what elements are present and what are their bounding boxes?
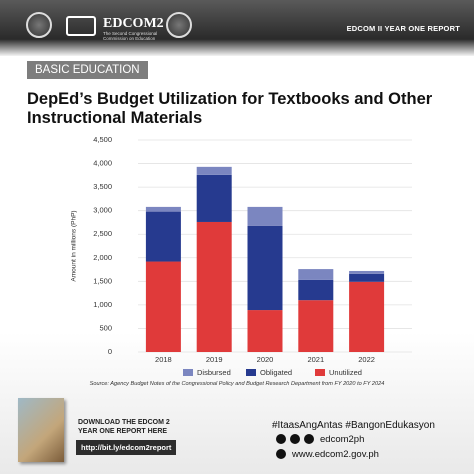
bar-segment bbox=[196, 221, 232, 352]
seal-logo bbox=[166, 12, 192, 38]
report-link[interactable]: http://bit.ly/edcom2report bbox=[76, 440, 177, 455]
bar-segment bbox=[145, 206, 181, 212]
y-tick-label: 1,500 bbox=[93, 276, 112, 285]
seal-logo bbox=[26, 12, 52, 38]
y-tick-label: 4,000 bbox=[93, 159, 112, 168]
book-logo bbox=[66, 16, 96, 36]
x-tick-label: 2018 bbox=[155, 355, 172, 364]
bar-segment bbox=[298, 300, 334, 352]
bar-segment bbox=[145, 211, 181, 262]
y-axis-label: Amount in millions (PhP) bbox=[71, 210, 78, 281]
section-tag: BASIC EDUCATION bbox=[27, 61, 148, 79]
bar-segment bbox=[145, 261, 181, 352]
web-icon[interactable] bbox=[276, 449, 286, 459]
bar-segment bbox=[349, 270, 385, 274]
instagram-icon[interactable] bbox=[290, 434, 300, 444]
download-text: DOWNLOAD THE EDCOM 2 YEAR ONE REPORT HER… bbox=[78, 419, 170, 435]
bar-segment bbox=[196, 174, 232, 222]
brand-subtitle: The Second Congressional Commission on E… bbox=[103, 31, 158, 41]
hashtags: #ItaasAngAntas #BangonEdukasyon bbox=[272, 420, 435, 431]
x-icon[interactable] bbox=[304, 434, 314, 444]
bar-segment bbox=[298, 269, 334, 280]
x-tick-label: 2019 bbox=[206, 355, 223, 364]
bar-segment bbox=[298, 279, 334, 301]
y-tick-label: 3,500 bbox=[93, 182, 112, 191]
website[interactable]: www.edcom2.gov.ph bbox=[292, 449, 379, 460]
y-tick-label: 4,500 bbox=[93, 135, 112, 144]
y-tick-label: 500 bbox=[99, 323, 112, 332]
legend-label: Unutilized bbox=[329, 368, 362, 377]
bar-segment bbox=[349, 281, 385, 352]
x-tick-label: 2020 bbox=[257, 355, 274, 364]
y-tick-label: 1,000 bbox=[93, 300, 112, 309]
y-tick-label: 3,000 bbox=[93, 206, 112, 215]
facebook-icon[interactable] bbox=[276, 434, 286, 444]
y-tick-label: 2,500 bbox=[93, 229, 112, 238]
y-tick-label: 2,000 bbox=[93, 253, 112, 262]
y-tick-label: 0 bbox=[108, 347, 112, 356]
legend-swatch bbox=[246, 369, 256, 376]
brand: EDCOM2 bbox=[103, 16, 164, 31]
header-band: EDCOM2 The Second Congressional Commissi… bbox=[0, 0, 474, 56]
bar-segment bbox=[349, 273, 385, 282]
legend-swatch bbox=[315, 369, 325, 376]
bar-segment bbox=[247, 206, 283, 226]
bar-segment bbox=[247, 310, 283, 352]
report-label: EDCOM II YEAR ONE REPORT bbox=[346, 24, 460, 33]
social-handle[interactable]: edcom2ph bbox=[320, 434, 365, 445]
legend-label: Disbursed bbox=[197, 368, 231, 377]
legend-swatch bbox=[183, 369, 193, 376]
legend-label: Obligated bbox=[260, 368, 292, 377]
bar-segment bbox=[196, 166, 232, 175]
source-note: Source: Agency Budget Notes of the Congr… bbox=[89, 381, 385, 387]
bar-segment bbox=[247, 225, 283, 311]
report-cover bbox=[18, 398, 64, 462]
chart-title: DepEd’s Budget Utilization for Textbooks… bbox=[27, 90, 433, 127]
x-tick-label: 2021 bbox=[307, 355, 324, 364]
x-tick-label: 2022 bbox=[358, 355, 375, 364]
